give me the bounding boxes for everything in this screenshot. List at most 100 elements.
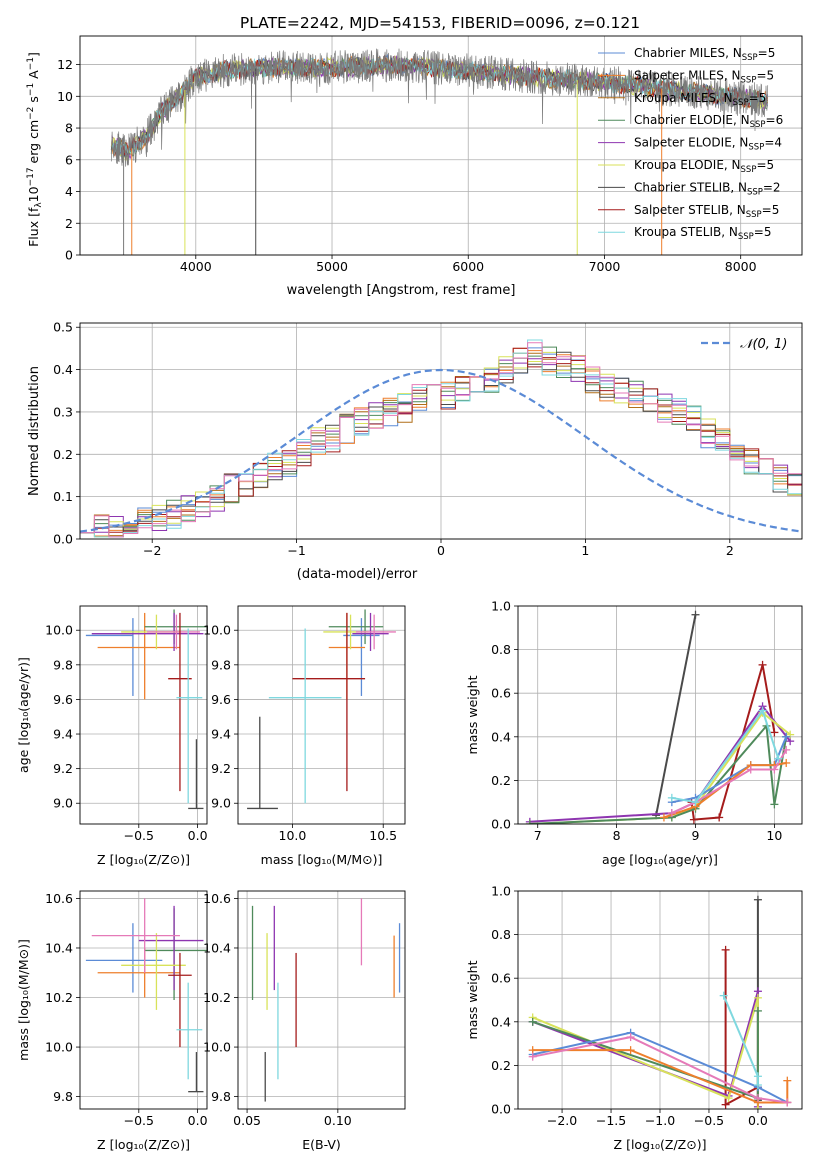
- y-tick-label: 1.0: [491, 884, 511, 899]
- mass-weight-line: [532, 1031, 788, 1104]
- y-tick-label: 0.6: [491, 971, 511, 986]
- y-tick-label: 0.4: [491, 1014, 511, 1029]
- x-tick-label: 9: [692, 828, 700, 843]
- y-tick-label: 10.2: [203, 990, 231, 1005]
- legend-entry: Kroupa MILES, NSSP=5: [634, 91, 766, 108]
- plus-marker: [782, 758, 791, 767]
- x-tick-label: 0.0: [748, 1113, 768, 1128]
- y-axis-label: Normed distribution: [27, 366, 42, 496]
- y-tick-label: 9.8: [211, 657, 231, 672]
- legend-entry: Chabrier ELODIE, NSSP=6: [634, 113, 783, 130]
- plus-marker: [746, 765, 755, 774]
- plus-marker: [770, 728, 779, 737]
- plus-marker: [783, 1076, 792, 1085]
- plus-marker: [783, 1098, 792, 1107]
- x-tick-label: 2: [726, 543, 734, 558]
- y-tick-label: 0.4: [491, 729, 511, 744]
- plus-marker: [758, 706, 767, 715]
- plus-marker: [724, 1094, 733, 1103]
- chart-spectrum: 4000 5000 6000 7000 8000 0 2 4 6 8 10 12 wavelength …: [26, 35, 803, 298]
- errorbar-point: [91, 898, 180, 973]
- residual-histogram: [80, 342, 802, 539]
- y-tick-label: 10.0: [45, 1040, 73, 1055]
- y-tick-label: 0: [65, 248, 73, 263]
- y-tick-label: 0.2: [491, 773, 511, 788]
- errorbar-point: [176, 628, 203, 804]
- plus-marker: [753, 1094, 762, 1103]
- plus-marker: [667, 793, 676, 802]
- errorbar-point: [292, 612, 366, 792]
- x-tick-label: 7: [534, 828, 542, 843]
- legend-entry: Chabrier STELIB, NSSP=2: [634, 180, 781, 197]
- x-axis-label: Z [log₁₀(Z/Z⊙)]: [614, 1137, 707, 1152]
- plus-marker: [525, 820, 534, 824]
- chart-residuals: −2 −1 0 1 2 0.0 0.1 0.2 0.3 0.4 0.5 (data-model)/er…: [27, 320, 803, 582]
- y-tick-label: 9.6: [53, 692, 73, 707]
- plus-marker: [715, 813, 724, 822]
- y-axis-label: Flux [fλ10−17 erg cm−2 s−1 A−1]: [26, 52, 44, 247]
- residual-histogram: [80, 351, 802, 539]
- plus-marker: [753, 1006, 762, 1015]
- y-tick-label: 9.2: [53, 761, 73, 776]
- y-tick-label: 9.8: [53, 657, 73, 672]
- errorbar-point: [144, 908, 207, 1000]
- axes-frame: [237, 890, 406, 1110]
- x-tick-label: 10.0: [279, 828, 307, 843]
- y-tick-label: 9.0: [211, 796, 231, 811]
- figure-title: PLATE=2242, MJD=54153, FIBERID=0096, z=0…: [240, 14, 640, 32]
- legend: Chabrier MILES, NSSP=5 Salpeter MILES, NS…: [598, 46, 783, 242]
- x-tick-label: −1: [287, 543, 305, 558]
- errorbar-point: [147, 614, 200, 650]
- x-axis-label: E(B-V): [302, 1137, 341, 1152]
- x-tick-label: −0.5: [694, 1113, 724, 1128]
- plus-marker: [721, 1100, 730, 1109]
- y-tick-label: 0.8: [491, 927, 511, 942]
- mass-weight-line: [671, 708, 780, 804]
- x-tick-label: 0.10: [324, 1113, 352, 1128]
- axes-frame: [517, 605, 803, 825]
- x-tick-label: 8000: [725, 259, 757, 274]
- gridlines: [238, 606, 405, 824]
- y-tick-label: 9.2: [211, 761, 231, 776]
- plus-marker: [758, 660, 767, 669]
- plus-marker: [719, 991, 728, 1000]
- x-axis-label: (data-model)/error: [297, 567, 418, 582]
- x-tick-label: 6000: [452, 259, 484, 274]
- plus-marker: [721, 945, 730, 954]
- axes-frame: [237, 605, 406, 825]
- y-tick-label: 9.6: [211, 692, 231, 707]
- chart-massweight-vs-Z: −2.0 −1.5 −1.0 −0.5 0.0 0.0 0.2 0.4 0.6 0.8 1.0 Z […: [465, 884, 803, 1152]
- y-tick-label: 10: [57, 89, 73, 104]
- y-tick-label: 10.2: [45, 990, 73, 1005]
- chart-mass-vs-Z: −0.5 0.0 9.8 10.0 10.2 10.4 10.6 Z [log₁₀(Z/Z⊙)…: [16, 890, 208, 1152]
- plus-marker: [774, 754, 783, 763]
- y-tick-label: 0.5: [53, 320, 73, 335]
- x-tick-label: 0.05: [233, 1113, 261, 1128]
- y-tick-label: 12: [57, 57, 73, 72]
- mass-weight-line: [532, 1036, 788, 1104]
- legend-entry: Salpeter STELIB, NSSP=5: [634, 203, 779, 220]
- x-tick-label: 10: [766, 828, 782, 843]
- gridlines: [80, 606, 207, 824]
- mass-weight-line: [529, 723, 788, 824]
- chart-age-vs-mass: 10.0 10.5 9.0 9.2 9.4 9.6 9.8 10.0 mass [log₁₀(M…: [203, 605, 406, 867]
- plus-marker: [782, 732, 791, 741]
- x-tick-label: −1.0: [645, 1113, 675, 1128]
- plus-marker: [753, 993, 762, 1002]
- y-tick-label: 1.0: [491, 599, 511, 614]
- plus-marker: [528, 1017, 537, 1026]
- x-tick-label: 8: [613, 828, 621, 843]
- y-tick-label: 9.8: [53, 1089, 73, 1104]
- mass-weight-line: [724, 949, 759, 1107]
- errorbar-point: [268, 628, 342, 804]
- y-tick-label: 9.4: [211, 727, 231, 742]
- y-tick-label: 0.3: [53, 404, 73, 419]
- mass-weight-line: [532, 1010, 759, 1100]
- x-tick-label: 1: [581, 543, 589, 558]
- y-tick-label: 0.2: [53, 447, 73, 462]
- axes-frame: [79, 890, 208, 1110]
- chart-age-vs-Z: −0.5 0.0 9.0 9.2 9.4 9.6 9.8 10.0 Z [log₁₀(Z/Z⊙)…: [16, 605, 208, 867]
- y-axis-label: mass weight: [465, 675, 480, 754]
- axes-frame: [79, 35, 803, 256]
